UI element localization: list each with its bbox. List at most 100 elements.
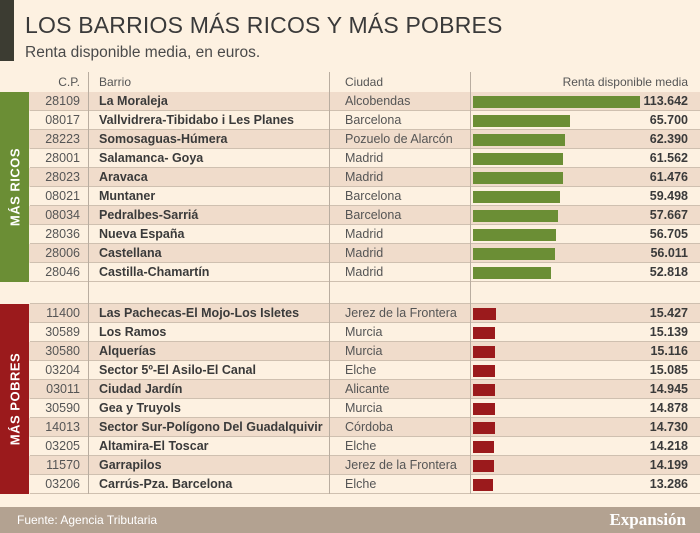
income-value-label: 15.427 (649, 306, 688, 320)
income-bar (473, 327, 496, 339)
income-value-label: 14.945 (649, 382, 688, 396)
income-bar (473, 479, 493, 491)
income-bar (473, 96, 640, 108)
neighborhood-name: Gea y Truyols (99, 401, 181, 415)
income-bar (473, 460, 494, 472)
row-divider (30, 205, 700, 206)
city-name: Madrid (345, 227, 384, 241)
row-divider (30, 281, 700, 282)
table-row: 11570 Garrapilos Jerez de la Frontera 14.19… (0, 456, 700, 475)
neighborhood-name: Alquerías (99, 344, 156, 358)
group-spacer (0, 282, 700, 304)
neighborhood-name: Aravaca (99, 170, 148, 184)
income-value-label: 59.498 (649, 189, 688, 203)
neighborhood-name: Castilla-Chamartín (99, 265, 210, 279)
table-row: 28006 Castellana Madrid 56.011 (0, 244, 700, 263)
income-value-label: 56.011 (650, 246, 688, 260)
neighborhood-name: Carrús-Pza. Barcelona (99, 477, 233, 491)
neighborhood-name: La Moraleja (99, 94, 168, 108)
income-value-label: 14.730 (649, 420, 688, 434)
postal-code: 28006 (45, 246, 80, 260)
postal-code: 11570 (46, 458, 80, 472)
city-name: Barcelona (345, 113, 402, 127)
city-name: Madrid (345, 151, 384, 165)
neighborhood-name: Ciudad Jardín (99, 382, 183, 396)
row-divider (30, 436, 700, 437)
group-label-text: MÁS POBRES (7, 352, 22, 446)
table-row: 30580 Alquerías Murcia 15.116 (0, 342, 700, 361)
table-row: 30589 Los Ramos Murcia 15.139 (0, 323, 700, 342)
column-header-barrio: Barrio (99, 75, 132, 89)
neighborhood-name: Muntaner (99, 189, 156, 203)
income-bar (473, 384, 495, 396)
postal-code: 30580 (45, 344, 80, 358)
postal-code: 28001 (45, 151, 80, 165)
neighborhood-name: Sector Sur-Polígono Del Guadalquivir (99, 420, 323, 434)
postal-code: 03206 (45, 477, 80, 491)
income-bar (473, 346, 496, 358)
city-name: Murcia (345, 325, 383, 339)
table-row: 28023 Aravaca Madrid 61.476 (0, 168, 700, 187)
chart-title: LOS BARRIOS MÁS RICOS Y MÁS POBRES (25, 12, 503, 38)
table-row: 08017 Vallvidrera-Tibidabo i Les Planes Ba… (0, 111, 700, 130)
table-row: 28036 Nueva España Madrid 56.705 (0, 225, 700, 244)
postal-code: 03011 (46, 382, 80, 396)
column-header-cp: C.P. (58, 75, 80, 89)
table-row: 28223 Somosaguas-Húmera Pozuelo de Alarcón… (0, 130, 700, 149)
table-row: 28109 La Moraleja Alcobendas 113.642 (0, 92, 700, 111)
table-row: 28046 Castilla-Chamartín Madrid 52.818 (0, 263, 700, 282)
row-divider (30, 474, 700, 475)
income-value-label: 52.818 (649, 265, 688, 279)
row-divider (30, 224, 700, 225)
income-value-label: 14.199 (649, 458, 688, 472)
income-bar (473, 267, 551, 279)
city-name: Murcia (345, 401, 383, 415)
neighborhood-name: Salamanca- Goya (99, 151, 204, 165)
income-value-label: 56.705 (649, 227, 688, 241)
neighborhood-name: Sector 5º-El Asilo-El Canal (99, 363, 256, 377)
row-divider (30, 493, 700, 494)
footer: Fuente: Agencia Tributaria Expansión (0, 507, 700, 533)
table-row: 14013 Sector Sur-Polígono Del Guadalquivi… (0, 418, 700, 437)
income-value-label: 13.286 (649, 477, 688, 491)
income-value-label: 57.667 (649, 208, 688, 222)
group-label-pobres: MÁS POBRES (0, 304, 29, 494)
postal-code: 08021 (45, 189, 80, 203)
table-header: C.P. Barrio Ciudad Renta disponible medi… (0, 72, 700, 92)
postal-code: 28109 (45, 94, 80, 108)
income-value-label: 61.476 (649, 170, 688, 184)
income-value-label: 62.390 (649, 132, 688, 146)
row-divider (30, 398, 700, 399)
column-separator (470, 72, 471, 494)
income-value-label: 15.085 (649, 363, 688, 377)
postal-code: 11400 (46, 306, 80, 320)
row-divider (30, 379, 700, 380)
table-row: 08021 Muntaner Barcelona 59.498 (0, 187, 700, 206)
postal-code: 14013 (45, 420, 80, 434)
row-divider (30, 167, 700, 168)
income-bar (473, 153, 564, 165)
neighborhood-name: Pedralbes-Sarriá (99, 208, 199, 222)
row-divider (30, 243, 700, 244)
row-divider (30, 360, 700, 361)
table-row: 08034 Pedralbes-Sarriá Barcelona 57.667 (0, 206, 700, 225)
city-name: Elche (345, 363, 377, 377)
city-name: Alcobendas (345, 94, 411, 108)
group-label-text: MÁS RICOS (7, 147, 22, 227)
neighborhood-name: Nueva España (99, 227, 185, 241)
income-bar (473, 134, 565, 146)
brand-logo: Expansión (609, 510, 686, 529)
row-divider (30, 417, 700, 418)
income-value-label: 113.642 (643, 94, 689, 108)
postal-code: 28046 (45, 265, 80, 279)
income-bar (473, 403, 495, 415)
table-row: 30590 Gea y Truyols Murcia 14.878 (0, 399, 700, 418)
postal-code: 03204 (45, 363, 80, 377)
neighborhood-name: Castellana (99, 246, 162, 260)
income-bar (473, 191, 561, 203)
neighborhood-name: Altamira-El Toscar (99, 439, 209, 453)
column-header-ciudad: Ciudad (345, 75, 384, 89)
row-divider (30, 110, 700, 111)
table-row: 11400 Las Pachecas-El Mojo-Los Isletes Jer… (0, 304, 700, 323)
row-divider (30, 148, 700, 149)
